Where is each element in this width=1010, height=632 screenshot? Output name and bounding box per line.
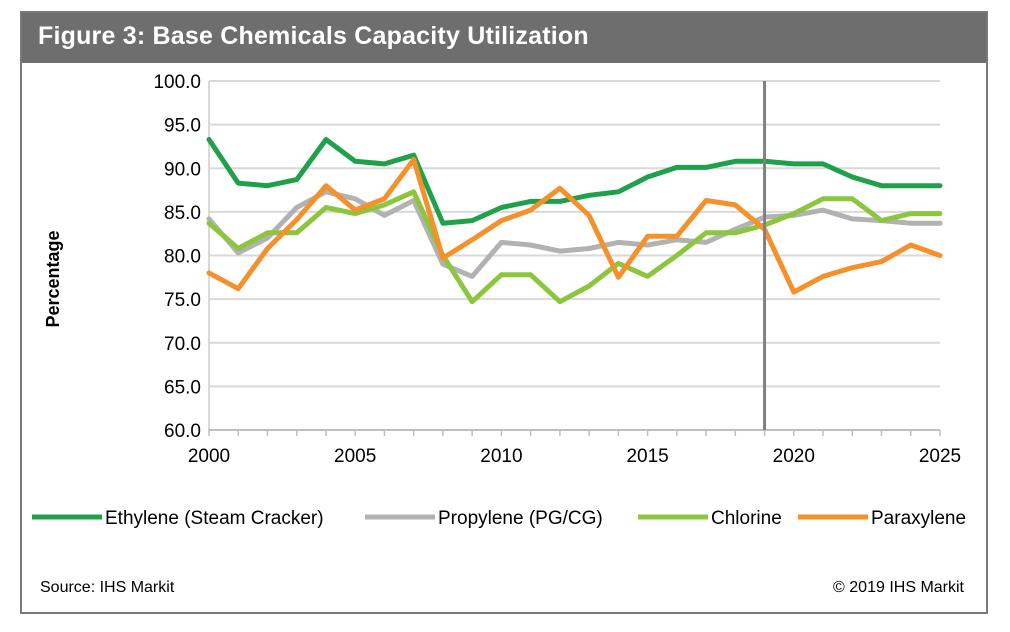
x-tick-label: 2015 (626, 446, 668, 467)
y-axis: 60.0 65.0 70.0 75.0 80.0 85.0 90.0 95.0 100.0 (153, 72, 210, 442)
x-tick-label: 2020 (773, 446, 815, 467)
series-line-paraxylene (206, 157, 943, 295)
y-tick-label: 100.0 (153, 72, 201, 93)
x-tick-label: 2000 (188, 446, 230, 467)
y-tick-label: 60.0 (164, 421, 201, 442)
x-tick-label: 2025 (919, 446, 961, 467)
series-lines (206, 137, 943, 305)
legend-label-chlorine: Chlorine (711, 508, 782, 529)
figure-frame: Figure 3: Base Chemicals Capacity Utiliz… (20, 11, 988, 614)
y-axis-label: Percentage (43, 230, 63, 327)
legend-label-propylene: Propylene (PG/CG) (438, 508, 603, 529)
x-tick-label: 2010 (480, 446, 522, 467)
source-note: Source: IHS Markit (40, 579, 175, 596)
line-chart: 60.0 65.0 70.0 75.0 80.0 85.0 90.0 95.0 100.0 20… (32, 72, 966, 529)
copyright-note: © 2019 IHS Markit (833, 579, 964, 596)
x-axis: 2000 2005 2010 2015 2020 2025 (188, 429, 961, 467)
gridlines (209, 80, 940, 388)
y-tick-label: 90.0 (164, 159, 201, 180)
y-tick-label: 80.0 (164, 247, 201, 268)
y-tick-label: 70.0 (164, 334, 201, 355)
y-tick-label: 65.0 (164, 377, 201, 398)
title-bar: Figure 3: Base Chemicals Capacity Utiliz… (22, 13, 986, 63)
x-tick-label: 2005 (334, 446, 376, 467)
series-line-ethylene (206, 137, 943, 226)
figure-title: Figure 3: Base Chemicals Capacity Utiliz… (38, 22, 589, 50)
y-tick-label: 85.0 (164, 203, 201, 224)
legend-label-ethylene: Ethylene (Steam Cracker) (105, 508, 324, 529)
y-tick-label: 95.0 (164, 116, 201, 137)
legend-label-paraxylene: Paraxylene (871, 508, 966, 529)
legend: Ethylene (Steam Cracker) Propylene (PG/CG… (32, 508, 966, 529)
series-line-chlorine (206, 189, 943, 305)
y-tick-label: 75.0 (164, 290, 201, 311)
